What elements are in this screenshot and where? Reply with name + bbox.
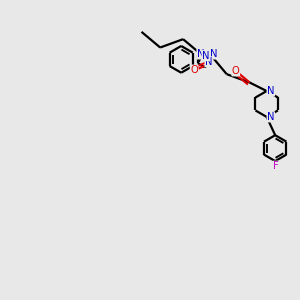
Text: N: N: [267, 112, 274, 122]
Text: N: N: [202, 51, 210, 61]
Text: N: N: [197, 49, 204, 59]
Text: N: N: [267, 86, 274, 96]
Text: O: O: [190, 65, 198, 75]
Text: O: O: [232, 66, 240, 76]
Text: F: F: [273, 161, 279, 171]
Text: N: N: [210, 49, 218, 59]
Text: N: N: [205, 57, 212, 67]
